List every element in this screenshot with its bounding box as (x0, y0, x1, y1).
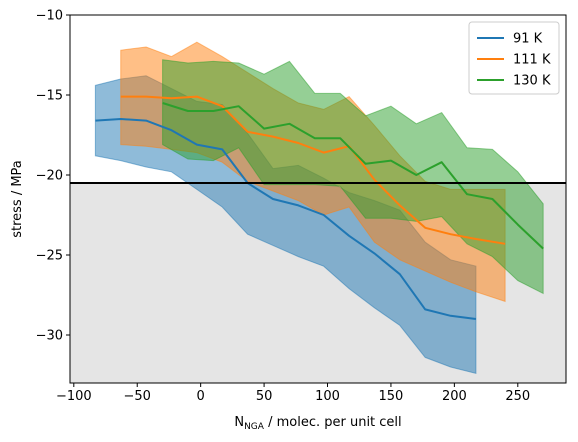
x-tick-label: 50 (256, 389, 273, 404)
series-line-111k (120, 95, 506, 245)
y-tick-label: −30 (36, 329, 63, 344)
x-tick-label: 200 (442, 389, 467, 404)
legend-label: 91 K (513, 32, 543, 47)
x-tick-label: 250 (505, 389, 530, 404)
y-tick-label: −10 (36, 9, 63, 24)
x-tick-label: −50 (124, 389, 151, 404)
legend: 91 K 111 K 130 K (468, 21, 560, 95)
x-tick-label: 150 (379, 389, 404, 404)
series-line-130k (162, 102, 544, 250)
x-tick-label: 100 (315, 389, 340, 404)
x-tick-label: −100 (56, 389, 92, 404)
legend-box (468, 21, 560, 95)
legend-label: 111 K (513, 53, 551, 68)
y-tick-label: −25 (36, 249, 63, 264)
axes-layer: −100 −50 0 50 100 150 200 250 −30 −25 −20 −15 −10 NNG… (10, 9, 567, 432)
axes-frame (69, 14, 567, 384)
x-tick-label: 0 (197, 389, 205, 404)
x-axis-label: NNGA / molec. per unit cell (234, 415, 401, 432)
y-axis-label: stress / MPa (10, 160, 25, 238)
series-line-91k (95, 118, 477, 320)
plot-layer (70, 41, 566, 383)
legend-label: 130 K (513, 74, 551, 89)
band-130k (162, 59, 544, 295)
plot-area (70, 41, 566, 383)
y-tick-label: −20 (36, 169, 63, 184)
y-tick-label: −15 (36, 89, 63, 104)
